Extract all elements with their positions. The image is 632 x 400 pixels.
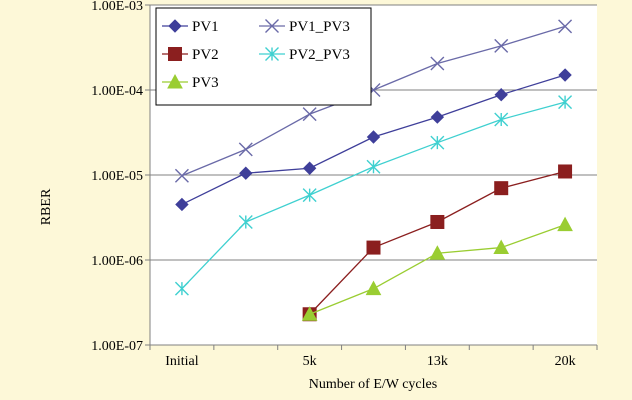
series-layer bbox=[174, 19, 573, 322]
legend-label: PV3 bbox=[192, 75, 219, 91]
data-point-pv1-pv3 bbox=[302, 107, 317, 122]
data-point-pv1-pv3 bbox=[238, 142, 253, 157]
data-point-pv3 bbox=[493, 239, 510, 255]
y-axis-title: RBER bbox=[39, 188, 54, 225]
data-point-pv1 bbox=[239, 166, 253, 180]
data-point-pv2-pv3 bbox=[366, 159, 381, 174]
data-point-pv2 bbox=[430, 214, 445, 229]
data-point-pv1 bbox=[175, 197, 189, 212]
series-pv3 bbox=[301, 216, 573, 321]
data-point-pv2 bbox=[558, 164, 573, 179]
data-point-pv2-pv3 bbox=[302, 188, 317, 203]
x-tick-label: 20k bbox=[555, 354, 576, 369]
data-point-pv2-pv3 bbox=[174, 281, 189, 296]
data-point-pv2 bbox=[494, 181, 509, 196]
data-point-pv2-pv3 bbox=[558, 95, 573, 110]
data-point-pv3 bbox=[557, 216, 573, 232]
x-axis-title: Number of E/W cycles bbox=[309, 377, 437, 392]
x-tick-label: Initial bbox=[165, 354, 199, 369]
legend-label: PV2 bbox=[192, 47, 219, 63]
legend-entry-pv2-pv3: PV2_PV3 bbox=[259, 47, 350, 63]
series-pv2-pv3 bbox=[174, 95, 573, 296]
data-point-pv3 bbox=[301, 306, 318, 321]
x-tick-label: 13k bbox=[427, 354, 448, 369]
legend-box bbox=[155, 7, 372, 106]
legend-entry-pv1: PV1 bbox=[162, 19, 219, 35]
y-tick-labels: 1.00E-07 1.00E-06 1.00E-05 1.00E-04 1.00E-03 bbox=[91, 0, 143, 354]
series-pv1 bbox=[175, 68, 572, 212]
data-point-pv1-pv3 bbox=[430, 56, 445, 71]
legend-entry-pv3: PV3 bbox=[162, 73, 219, 91]
legend-label: PV1 bbox=[192, 19, 219, 35]
y-tick-label: 1.00E-04 bbox=[91, 84, 143, 99]
data-point-pv2-pv3 bbox=[494, 112, 509, 127]
legend: PV1 PV2 PV3 PV1_PV3 PV2_PV3 bbox=[155, 7, 372, 106]
legend-entry-pv2: PV2 bbox=[162, 47, 219, 63]
y-tick-label: 1.00E-06 bbox=[91, 254, 143, 269]
data-point-pv2 bbox=[366, 240, 381, 255]
x-tick-label: 5k bbox=[303, 354, 317, 369]
data-point-pv1-pv3 bbox=[558, 19, 573, 34]
y-tick-label: 1.00E-07 bbox=[91, 339, 143, 354]
x-tick-labels: Initial 5k 13k 20k bbox=[165, 354, 575, 369]
y-tick-label: 1.00E-03 bbox=[91, 0, 143, 14]
data-point-pv1 bbox=[558, 68, 572, 82]
data-point-pv3 bbox=[365, 280, 382, 296]
data-point-pv1 bbox=[366, 130, 381, 144]
data-point-pv1 bbox=[494, 88, 508, 102]
data-point-pv1 bbox=[302, 161, 317, 175]
data-point-pv3 bbox=[429, 245, 446, 260]
data-point-pv2-pv3 bbox=[238, 214, 253, 229]
data-point-pv1 bbox=[430, 110, 445, 124]
data-point-pv1-pv3 bbox=[174, 168, 189, 183]
data-point-pv1-pv3 bbox=[494, 38, 509, 53]
data-point-pv2-pv3 bbox=[430, 135, 445, 150]
axes bbox=[145, 4, 598, 350]
legend-label: PV1_PV3 bbox=[289, 19, 350, 35]
legend-label: PV2_PV3 bbox=[289, 47, 350, 63]
y-tick-label: 1.00E-05 bbox=[91, 169, 143, 184]
legend-entry-pv1-pv3: PV1_PV3 bbox=[259, 19, 350, 35]
